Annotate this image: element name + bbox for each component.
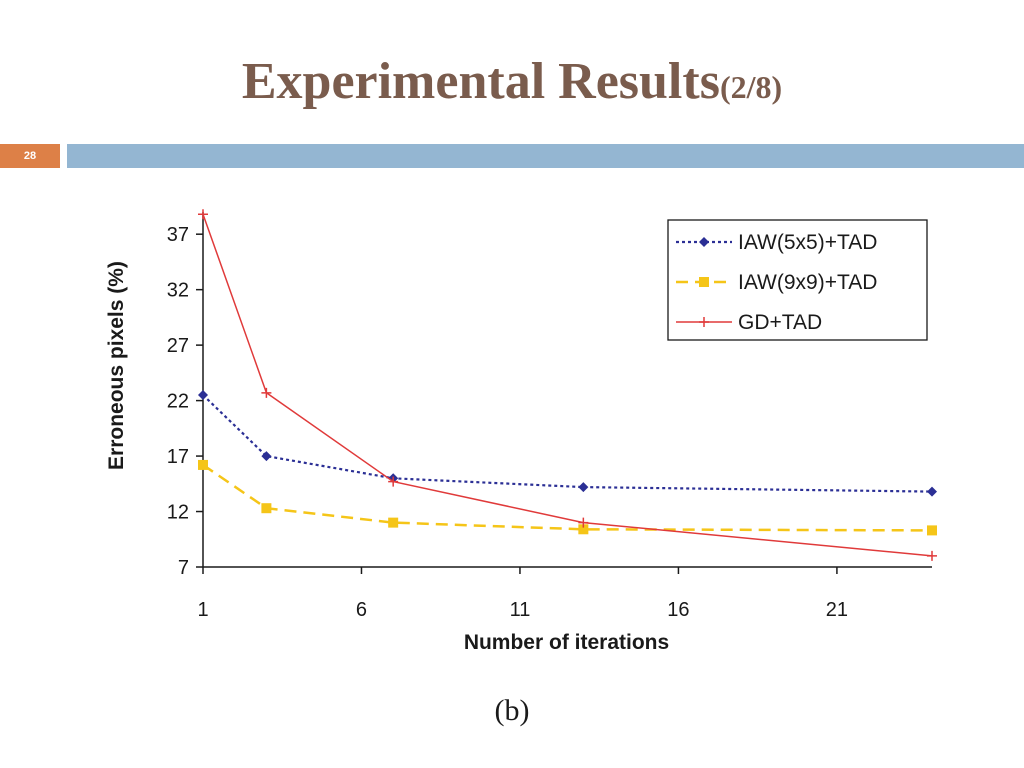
slide-title-suffix: (2/8) [719,69,783,105]
legend-box [667,219,928,341]
data-point-series-2 [261,503,272,514]
legend-swatch-marker [699,237,709,247]
x-axis-title: Number of iterations [464,631,669,654]
data-point-series-1 [927,486,937,497]
x-tick-label: 6 [356,599,367,621]
data-point-series-2 [198,459,208,470]
y-tick-label: 7 [178,557,189,579]
accent-bar [67,144,1024,168]
header-bar: 28 [0,144,1024,168]
data-point-series-3 [198,209,208,220]
x-tick-label: 16 [667,599,689,621]
y-tick-label: 37 [167,224,189,246]
series-line-1 [202,394,933,493]
data-point-series-1 [198,390,208,401]
page-number: 28 [0,144,60,168]
legend-label: IAW(9x9)+TAD [738,271,877,294]
data-point-series-2 [578,524,589,535]
y-tick-label: 17 [167,446,189,468]
x-tick-label: 1 [197,599,208,621]
data-point-series-3 [261,387,272,398]
legend-label: GD+TAD [738,311,822,334]
y-axis-title: Erroneous pixels (%) [105,261,128,470]
data-point-series-1 [578,482,589,493]
x-tick-label: 21 [826,599,848,621]
legend-swatch-marker [699,277,709,287]
data-point-series-2 [927,525,937,536]
data-point-series-3 [388,476,399,487]
x-tick-label: 11 [510,599,531,621]
data-point-series-2 [388,517,399,528]
data-point-series-1 [261,451,272,462]
y-tick-label: 32 [167,280,189,302]
y-tick-label: 12 [167,502,189,524]
y-tick-label: 27 [167,335,189,357]
data-point-series-3 [578,517,589,528]
slide-title-main: Experimental Results [241,53,720,110]
legend-label: IAW(5x5)+TAD [738,231,877,254]
series-line-2 [202,463,933,532]
legend-swatch-marker [699,317,709,327]
figure-caption: (b) [494,694,530,727]
slide-title: Experimental Results(2/8) [0,50,1024,119]
y-tick-label: 22 [167,391,189,413]
data-point-series-3 [927,550,937,561]
